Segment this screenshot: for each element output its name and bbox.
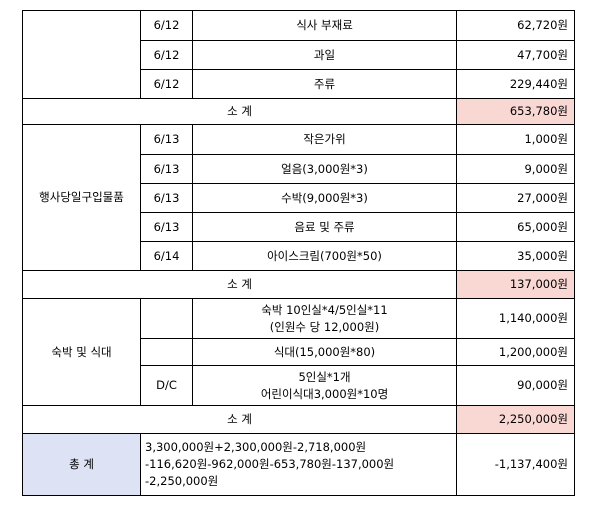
description-cell: 얼음(3,000원*3): [192, 154, 457, 184]
description-line: 어린이식대3,000원*10명: [260, 386, 389, 401]
table-row: 6/12 주류 229,440원: [23, 69, 575, 99]
formula-line: -2,250,000원: [145, 474, 219, 488]
total-label: 총 계: [22, 433, 141, 496]
amount-cell: 9,000원: [456, 154, 575, 184]
description-cell: 식대(15,000원*80): [192, 338, 457, 366]
table-row: 6/13 음료 및 주류 65,000원: [23, 212, 575, 242]
amount-cell: 90,000원: [456, 365, 575, 406]
date-cell: [140, 338, 193, 366]
description-cell: 음료 및 주류: [192, 212, 457, 242]
description-cell: 과일: [192, 40, 457, 70]
description-cell: 수박(9,000원*3): [192, 183, 457, 213]
table-row: 6/13 얼음(3,000원*3) 9,000원: [23, 154, 575, 184]
amount-cell: 65,000원: [456, 212, 575, 242]
date-cell: 6/14: [140, 241, 193, 271]
total-amount: -1,137,400원: [456, 433, 575, 496]
date-cell: 6/12: [140, 40, 193, 70]
amount-cell: 27,000원: [456, 183, 575, 213]
description-line: (인원수 당 12,000원): [269, 319, 380, 334]
subtotal-label: 소 계: [22, 98, 457, 125]
table-row: D/C 5인실*1개 어린이식대3,000원*10명 90,000원: [23, 365, 575, 406]
subtotal-label: 소 계: [22, 405, 457, 434]
subtotal-amount: 2,250,000원: [456, 405, 575, 434]
formula-line: -116,620원-962,000원-653,780원-137,000원: [145, 457, 395, 471]
date-cell: 6/13: [140, 183, 193, 213]
amount-cell: 1,200,000원: [456, 338, 575, 366]
table-row: 6/14 아이스크림(700원*50) 35,000원: [23, 241, 575, 271]
amount-cell: 35,000원: [456, 241, 575, 271]
amount-cell: 1,000원: [456, 124, 575, 155]
expense-table: 6/12 식사 부재료 62,720원 6/12 과일 47,700원 6/12…: [22, 10, 575, 496]
formula-line: 3,300,000원+2,300,000원-2,718,000원: [145, 440, 367, 454]
description-cell: 숙박 10인실*4/5인실*11 (인원수 당 12,000원): [192, 298, 457, 339]
table-row: 행사당일구입물품 6/13 작은가위 1,000원: [22, 124, 575, 271]
table-row: 6/12 식사 부재료 62,720원: [22, 10, 575, 99]
date-cell: 6/13: [140, 124, 193, 155]
amount-cell: 62,720원: [456, 10, 575, 41]
date-cell: 6/13: [140, 154, 193, 184]
description-cell: 5인실*1개 어린이식대3,000원*10명: [192, 365, 457, 406]
subtotal-row: 소 계 2,250,000원: [22, 405, 575, 434]
subtotal-amount: 137,000원: [456, 270, 575, 299]
amount-cell: 47,700원: [456, 40, 575, 70]
table-row: 6/13 수박(9,000원*3) 27,000원: [23, 183, 575, 213]
date-cell: 6/12: [140, 69, 193, 99]
table-row: 6/12 과일 47,700원: [23, 40, 575, 70]
description-cell: 주류: [192, 69, 457, 99]
total-row: 총 계 3,300,000원+2,300,000원-2,718,000원 -11…: [22, 433, 575, 496]
date-cell: 6/13: [140, 212, 193, 242]
subtotal-amount: 653,780원: [456, 98, 575, 125]
description-line: 5인실*1개: [298, 369, 351, 384]
subtotal-row: 소 계 653,780원: [22, 98, 575, 125]
category-cell: [22, 10, 141, 99]
amount-cell: 229,440원: [456, 69, 575, 99]
date-cell: 6/12: [140, 10, 193, 41]
date-cell: [140, 298, 193, 339]
table-row: 숙박 및 식대 숙박 10인실*4/5인실*11 (인원수 당 12,000원)…: [22, 298, 575, 406]
category-cell: 행사당일구입물품: [22, 124, 141, 271]
description-cell: 식사 부재료: [192, 10, 457, 41]
subtotal-row: 소 계 137,000원: [22, 270, 575, 299]
category-cell: 숙박 및 식대: [22, 298, 141, 406]
subtotal-label: 소 계: [22, 270, 457, 299]
description-cell: 작은가위: [192, 124, 457, 155]
date-cell: D/C: [140, 365, 193, 406]
description-cell: 아이스크림(700원*50): [192, 241, 457, 271]
total-formula: 3,300,000원+2,300,000원-2,718,000원 -116,62…: [140, 433, 457, 496]
amount-cell: 1,140,000원: [456, 298, 575, 339]
description-line: 숙박 10인실*4/5인실*11: [261, 302, 388, 317]
